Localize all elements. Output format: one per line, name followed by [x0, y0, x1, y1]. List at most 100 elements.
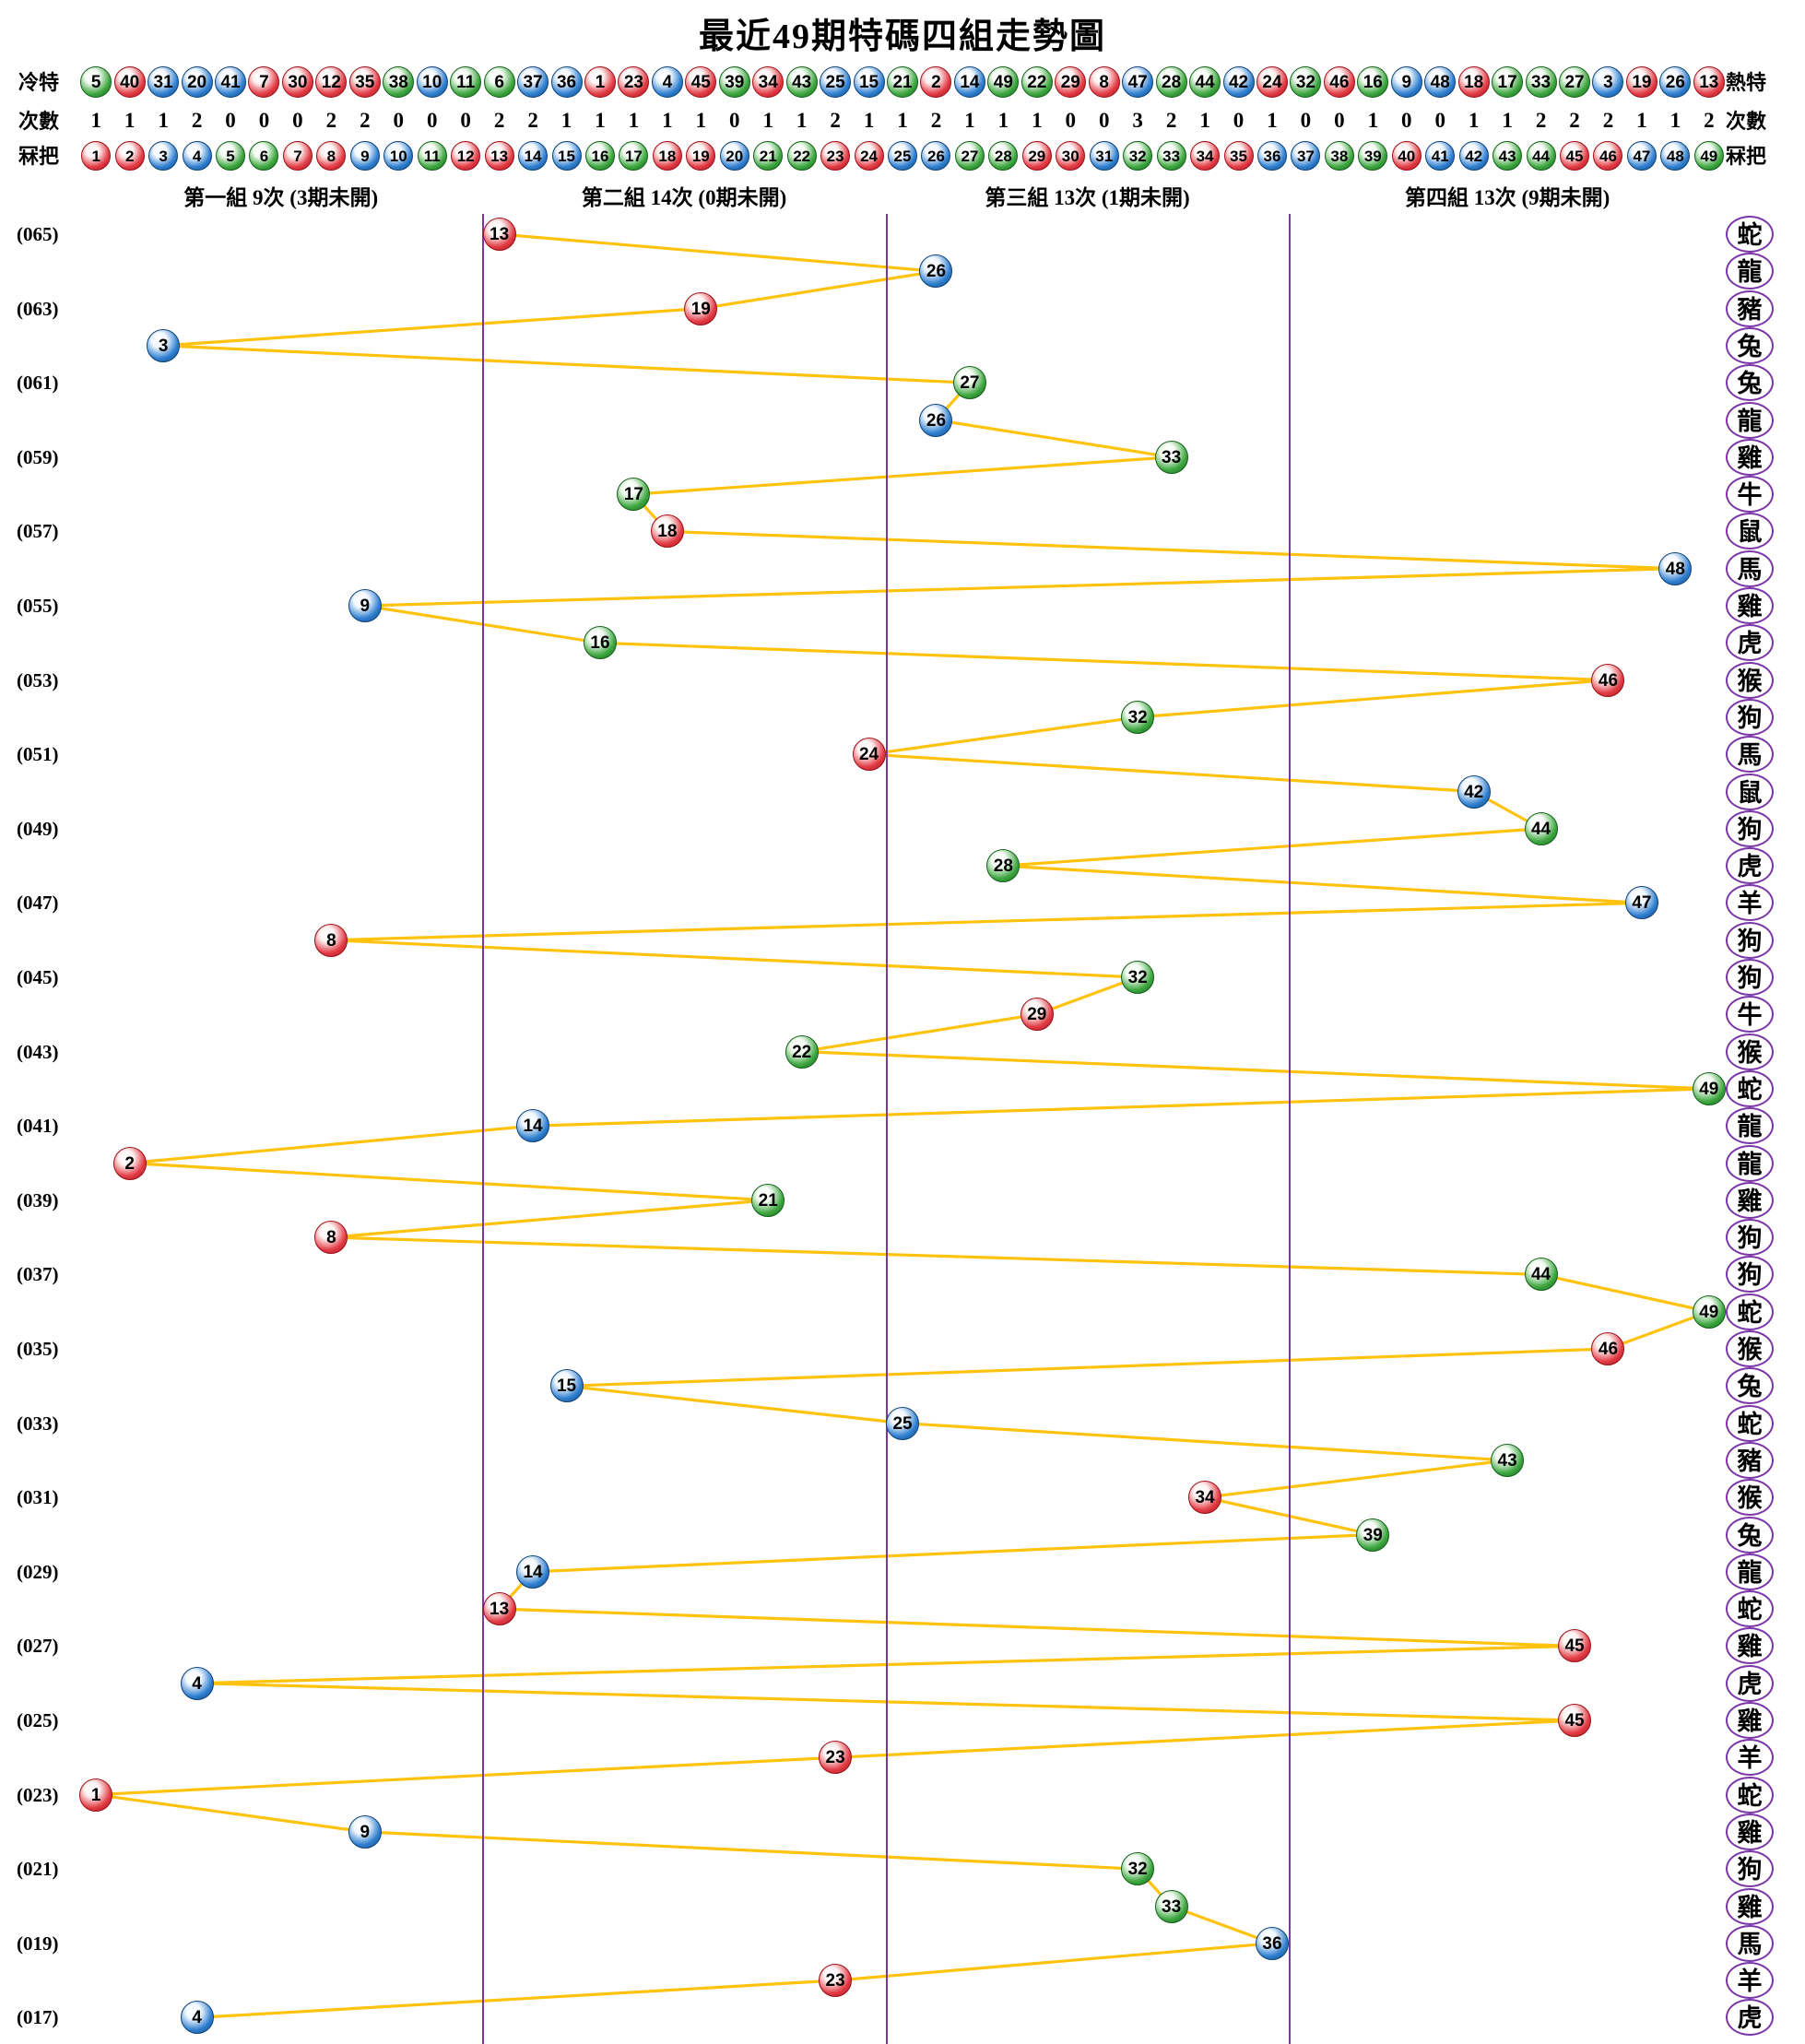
- count-value: 1: [560, 109, 572, 132]
- data-point-ball: 34: [1188, 1481, 1222, 1515]
- number-row: 冧把 冧把 1 2 3 4 5 6 7 8 9 10 11 12 13 14 15 16 17 18 19 20 21 2…: [0, 138, 1805, 175]
- number-ball: 30: [1056, 141, 1086, 171]
- data-point-ball: 32: [1121, 961, 1155, 994]
- data-point-ball: 33: [1154, 440, 1188, 474]
- count-value: 2: [930, 109, 942, 132]
- count-label-left: 次數: [18, 110, 60, 133]
- zodiac-cell: 兔: [1726, 326, 1774, 364]
- zodiac-cell: 龍: [1726, 1144, 1774, 1182]
- data-point-ball: 17: [617, 478, 651, 512]
- count-value: 0: [1401, 109, 1412, 132]
- data-point-ball: 47: [1624, 886, 1658, 920]
- number-ball: 14: [518, 141, 549, 171]
- zodiac-cell: 羊: [1726, 884, 1774, 922]
- data-point-ball: 43: [1491, 1443, 1525, 1477]
- zodiac-cell: 雞: [1726, 1887, 1774, 1925]
- number-ball: 25: [888, 141, 918, 171]
- cold-hot-ball: 15: [853, 66, 885, 98]
- cold-hot-ball: 28: [1155, 66, 1187, 98]
- number-ball: 41: [1425, 141, 1456, 171]
- zodiac-cell: 牛: [1726, 996, 1774, 1034]
- cold-hot-ball: 17: [1492, 66, 1524, 98]
- number-ball: 21: [753, 141, 784, 171]
- cold-hot-ball: 46: [1323, 66, 1355, 98]
- count-value: 1: [1502, 109, 1513, 132]
- zodiac-cell: 兔: [1726, 1516, 1774, 1554]
- data-point-ball: 28: [986, 849, 1020, 883]
- data-point-ball: 3: [147, 328, 181, 362]
- count-value: 2: [830, 109, 841, 132]
- period-label: (055): [17, 595, 59, 617]
- period-label: (043): [17, 1040, 59, 1063]
- cold-hot-ball: 18: [1457, 66, 1490, 98]
- cold-hot-ball: 24: [1256, 66, 1288, 98]
- cold-hot-ball: 7: [248, 66, 280, 98]
- cold-hot-ball: 35: [348, 66, 381, 98]
- cold-hot-ball: 9: [1390, 66, 1422, 98]
- count-value: 1: [997, 109, 1009, 132]
- period-label: (041): [17, 1115, 59, 1138]
- data-point-ball: 45: [1558, 1629, 1592, 1663]
- group-caption-3: 第三組 13次 (1期未開): [985, 186, 1190, 209]
- cold-hot-ball: 25: [820, 66, 852, 98]
- count-value: 1: [1032, 109, 1043, 132]
- count-value: 2: [191, 109, 203, 132]
- data-point-ball: 24: [852, 738, 886, 772]
- number-label-right: 冧把: [1726, 145, 1767, 168]
- data-point-ball: 44: [1524, 811, 1558, 845]
- period-label: (031): [17, 1486, 59, 1509]
- zodiac-cell: 豬: [1726, 1441, 1774, 1479]
- cold-hot-ball: 47: [1122, 66, 1154, 98]
- zodiac-cell: 羊: [1726, 1739, 1774, 1777]
- count-value: 2: [1535, 109, 1547, 132]
- count-value: 0: [258, 109, 270, 132]
- number-ball: 3: [148, 141, 179, 171]
- number-ball: 6: [249, 141, 279, 171]
- period-label: (017): [17, 2006, 59, 2029]
- data-point-ball: 29: [1020, 998, 1054, 1032]
- zodiac-cell: 蛇: [1726, 1590, 1774, 1628]
- number-ball: 35: [1223, 141, 1254, 171]
- period-label: (029): [17, 1560, 59, 1583]
- zodiac-cell: 馬: [1726, 1924, 1774, 1962]
- count-value: 1: [124, 109, 136, 132]
- count-value: 0: [460, 109, 471, 132]
- count-value: 0: [1098, 109, 1110, 132]
- zodiac-cell: 龍: [1726, 253, 1774, 290]
- number-ball: 42: [1458, 141, 1489, 171]
- data-point-ball: 27: [952, 366, 986, 400]
- period-label: (027): [17, 1635, 59, 1658]
- count-value: 0: [426, 109, 438, 132]
- group-caption-2: 第二組 14次 (0期未開): [581, 186, 787, 209]
- number-ball-cells: 1 2 3 4 5 6 7 8 9 10 11 12 13 14 15 16 17 18 19 20 21 22 23 24 2…: [79, 138, 1724, 175]
- cold-hot-ball: 41: [215, 66, 247, 98]
- zodiac-cell: 雞: [1726, 1627, 1774, 1665]
- number-ball: 44: [1526, 141, 1556, 171]
- count-value: 1: [1468, 109, 1480, 132]
- zodiac-cell: 狗: [1726, 1219, 1774, 1257]
- data-point-ball: 22: [785, 1034, 819, 1069]
- data-point-ball: 2: [112, 1146, 147, 1180]
- cold-hot-ball: 8: [1088, 66, 1120, 98]
- zodiac-cell: 猴: [1726, 661, 1774, 699]
- cold-hot-ball: 29: [1055, 66, 1087, 98]
- cold-hot-ball: 5: [80, 66, 112, 98]
- data-point-ball: 26: [919, 254, 953, 289]
- zodiac-cell: 狗: [1726, 1256, 1774, 1294]
- cold-hot-ball: 32: [1290, 66, 1322, 98]
- page-title: 最近49期特碼四組走勢圖: [698, 18, 1106, 56]
- zodiac-cell: 龍: [1726, 1553, 1774, 1590]
- zodiac-cell: 狗: [1726, 921, 1774, 959]
- data-point-ball: 1: [79, 1778, 113, 1812]
- cold-hot-ball: 6: [483, 66, 515, 98]
- cold-hot-ball: 26: [1659, 66, 1692, 98]
- number-ball: 36: [1256, 141, 1287, 171]
- cold-hot-ball-cells: 5 40 31 20 41 7 30 12 35 38 10 11 6 37 36 1 23 4 45 39 34 43 2…: [79, 65, 1725, 101]
- number-ball: 47: [1626, 141, 1657, 171]
- count-value: 0: [225, 109, 236, 132]
- zodiac-cell: 蛇: [1726, 1069, 1774, 1107]
- cold-hot-ball: 48: [1424, 66, 1457, 98]
- data-point-ball: 8: [314, 1221, 348, 1255]
- period-label: (037): [17, 1263, 59, 1286]
